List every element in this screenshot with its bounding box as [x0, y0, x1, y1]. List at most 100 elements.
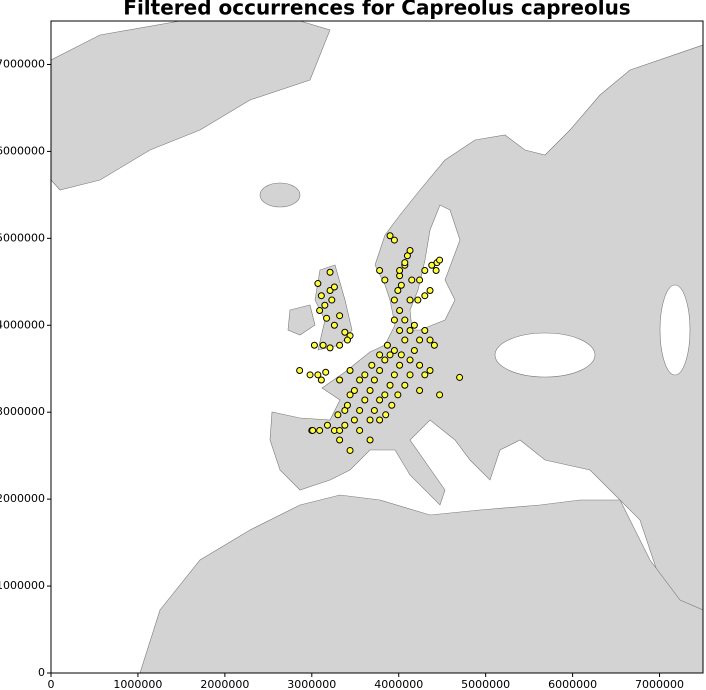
occurrence-point [381, 391, 389, 399]
occurrence-point [366, 386, 374, 394]
occurrence-point [376, 351, 384, 359]
occurrence-point [390, 236, 398, 244]
x-tick-label: 2000000 [200, 678, 249, 690]
points [296, 232, 464, 454]
iceland [259, 182, 301, 208]
occurrence-point [366, 436, 374, 444]
occurrence-point [410, 346, 418, 354]
occurrence-point [390, 296, 398, 304]
occurrence-point [430, 341, 438, 349]
occurrence-point [323, 421, 331, 429]
occurrence-point [370, 376, 378, 384]
occurrence-point [356, 376, 364, 384]
occurrence-point [414, 296, 422, 304]
occurrence-point [336, 341, 344, 349]
occurrence-point [416, 386, 424, 394]
occurrence-point [328, 296, 336, 304]
occurrence-point [322, 368, 330, 376]
occurrence-point [326, 268, 334, 276]
occurrence-point [336, 426, 344, 434]
occurrence-point [336, 376, 344, 384]
occurrence-point [408, 276, 416, 284]
occurrence-point [350, 416, 358, 424]
occurrence-point [321, 301, 329, 309]
caspian-sea [659, 284, 691, 376]
chart-title: Filtered occurrences for Capreolus capre… [123, 0, 630, 20]
occurrence-point [306, 371, 314, 379]
occurrence-point [416, 361, 424, 369]
eurasia [269, 44, 703, 673]
occurrence-point [394, 286, 402, 294]
occurrence-point [361, 371, 369, 379]
x-tick-label: 0 [48, 678, 55, 690]
occurrence-point [416, 336, 424, 344]
occurrence-point [350, 386, 358, 394]
x-tick-label: 4000000 [374, 678, 423, 690]
y-tick-label: 7000000 [0, 57, 45, 70]
occurrence-point [341, 328, 349, 336]
occurrence-point [376, 416, 384, 424]
occurrence-point [314, 371, 322, 379]
occurrence-point [366, 416, 374, 424]
occurrence-point [341, 421, 349, 429]
occurrence-point [376, 366, 384, 374]
occurrence-point [361, 396, 369, 404]
occurrence-point [323, 314, 331, 322]
occurrence-point [397, 351, 405, 359]
occurrence-point [406, 371, 414, 379]
occurrence-point [382, 411, 390, 419]
occurrence-point [330, 321, 338, 329]
occurrence-point [421, 292, 429, 300]
occurrence-point [334, 411, 342, 419]
occurrence-point [317, 292, 325, 300]
plot-frame [50, 20, 704, 674]
occurrence-point [326, 344, 334, 352]
x-tick-label: 3000000 [287, 678, 336, 690]
occurrence-point [383, 341, 391, 349]
occurrence-point [436, 256, 444, 264]
occurrence-point [386, 351, 394, 359]
occurrence-point [397, 281, 405, 289]
occurrence-point [396, 326, 404, 334]
occurrence-point [346, 391, 354, 399]
ireland [287, 304, 316, 336]
basemap [51, 21, 703, 673]
y-tick-label: 6000000 [0, 144, 45, 157]
y-tick-label: 1000000 [0, 579, 45, 592]
occurrence-point [394, 391, 402, 399]
occurrence-point [416, 276, 424, 284]
greenland [51, 21, 331, 191]
occurrence-point [421, 326, 429, 334]
x-tick-label: 7000000 [635, 678, 684, 690]
occurrence-point [386, 381, 394, 389]
occurrence-point [421, 371, 429, 379]
occurrence-point [406, 247, 414, 255]
occurrence-point [456, 373, 464, 381]
occurrence-point [396, 306, 404, 314]
occurrence-point [426, 336, 434, 344]
occurrence-point [390, 346, 398, 354]
occurrence-point [396, 361, 404, 369]
occurrence-point [310, 341, 318, 349]
occurrence-point [319, 341, 327, 349]
x-tick-label: 5000000 [461, 678, 510, 690]
occurrence-point [317, 376, 325, 384]
occurrence-point [401, 381, 409, 389]
occurrence-point [410, 321, 418, 329]
occurrence-point [426, 366, 434, 374]
occurrence-point [390, 316, 398, 324]
occurrence-point [336, 436, 344, 444]
x-tick-label: 6000000 [548, 678, 597, 690]
occurrence-point [356, 426, 364, 434]
y-tick-label: 2000000 [0, 492, 45, 505]
occurrence-point [356, 406, 364, 414]
occurrence-point [381, 356, 389, 364]
occurrence-point [376, 266, 384, 274]
occurrence-point [421, 266, 429, 274]
occurrence-point [388, 401, 396, 409]
occurrence-point [296, 366, 304, 374]
x-tick-label: 1000000 [113, 678, 162, 690]
occurrence-point [406, 296, 414, 304]
occurrence-point [386, 232, 394, 240]
